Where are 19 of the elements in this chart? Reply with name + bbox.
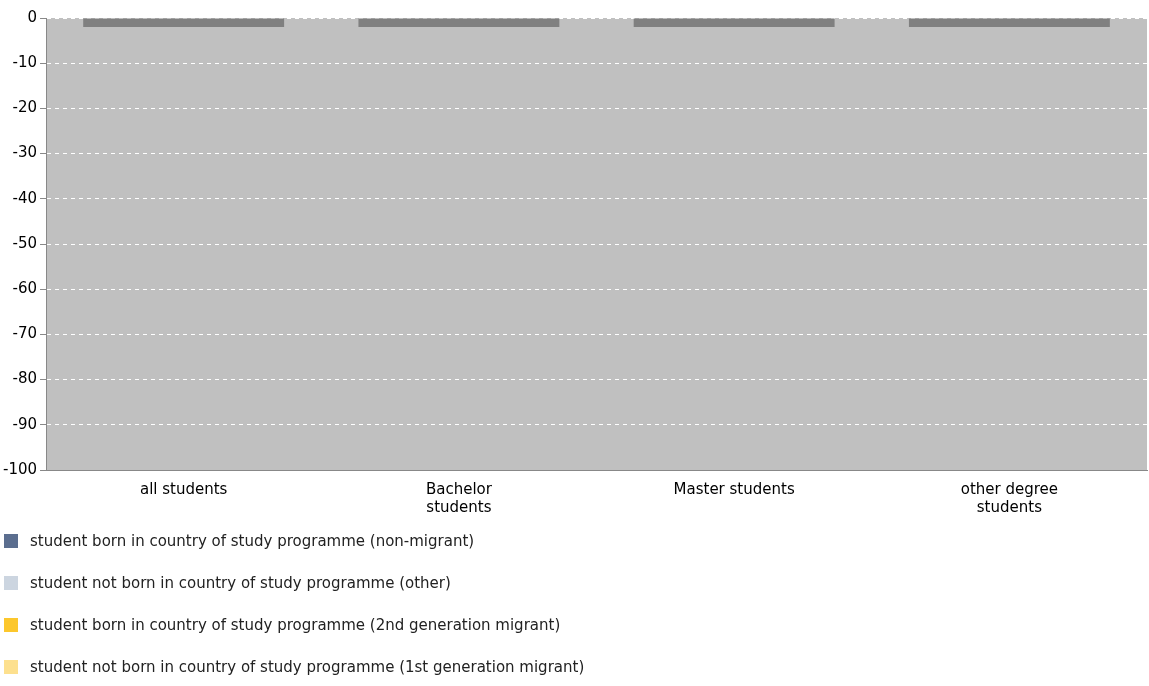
y-tick-label: -10	[12, 53, 38, 72]
y-tick-label: -50	[12, 233, 38, 252]
y-tick-label: -30	[12, 143, 38, 162]
legend-label: student born in country of study programme (2nd generation migrant)	[30, 616, 561, 634]
y-tick-label: -20	[12, 98, 38, 117]
legend-label: student not born in country of study programme (1st generation migrant)	[30, 658, 585, 676]
y-tick-label: -100	[3, 459, 38, 478]
y-tick-label: -90	[12, 414, 38, 433]
x-tick-label: other degree students	[960, 479, 1059, 516]
y-tick-label: 0	[27, 7, 38, 26]
x-tick-label: all students	[139, 479, 228, 498]
y-tick-label: -40	[12, 188, 38, 207]
y-tick-label: -60	[12, 279, 38, 298]
y-tick-label: -80	[12, 369, 38, 388]
x-tick-label: Bachelor students	[425, 479, 493, 516]
x-tick-label: Master students	[673, 479, 795, 498]
legend-label: student born in country of study programme (non-migrant)	[30, 532, 475, 550]
legend-label: student not born in country of study programme (other)	[30, 574, 451, 592]
y-tick-label: -70	[12, 324, 38, 343]
